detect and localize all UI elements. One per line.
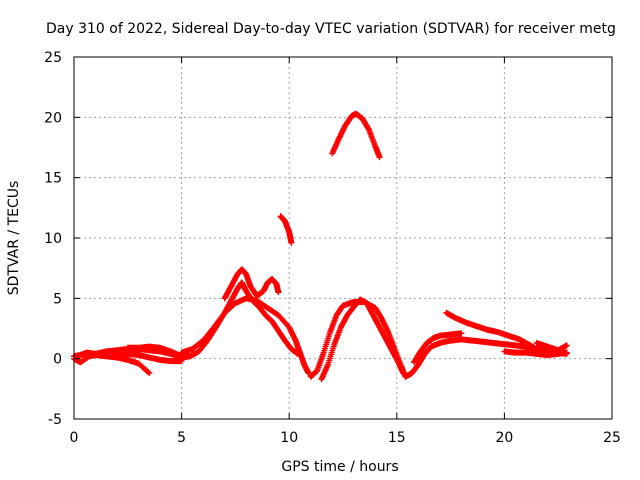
series-arc-9 bbox=[318, 296, 407, 383]
data-point bbox=[145, 369, 152, 376]
data-point bbox=[288, 239, 295, 246]
data-point bbox=[563, 349, 570, 356]
series-arc-11 bbox=[411, 330, 465, 366]
x-tick-label: 20 bbox=[495, 430, 513, 446]
x-tick-label: 0 bbox=[70, 430, 79, 446]
y-tick-label: 25 bbox=[44, 50, 62, 66]
data-point bbox=[458, 330, 465, 337]
y-tick-label: 15 bbox=[44, 171, 62, 187]
data-points bbox=[71, 110, 570, 383]
x-axis-label: GPS time / hours bbox=[281, 459, 398, 475]
series-arc-13 bbox=[501, 348, 570, 359]
y-tick-label: -5 bbox=[48, 412, 62, 428]
series-arc-5 bbox=[178, 295, 312, 377]
data-point bbox=[376, 154, 383, 161]
y-tick-label: 5 bbox=[53, 291, 62, 307]
series-arc-7 bbox=[277, 213, 295, 246]
series-arc-3 bbox=[92, 349, 185, 365]
y-tick-label: 0 bbox=[53, 352, 62, 368]
series-arc-12 bbox=[443, 309, 538, 351]
axis-ticks: 0 5 10 15 20 25 -5 0 5 10 15 20 25 bbox=[44, 50, 621, 446]
x-tick-label: 10 bbox=[280, 430, 298, 446]
series-arc-10 bbox=[329, 110, 383, 161]
x-tick-label: 5 bbox=[177, 430, 186, 446]
series-arc-14 bbox=[533, 339, 570, 354]
series-arc-4 bbox=[124, 343, 185, 360]
y-tick-label: 10 bbox=[44, 231, 62, 247]
series-arc-2 bbox=[71, 352, 153, 377]
data-point bbox=[400, 370, 407, 377]
data-point bbox=[146, 370, 153, 377]
data-point bbox=[563, 342, 570, 349]
chart-title: Day 310 of 2022, Sidereal Day-to-day VTE… bbox=[46, 21, 616, 37]
y-axis-label: SDTVAR / TECUs bbox=[6, 181, 22, 296]
x-tick-label: 25 bbox=[603, 430, 621, 446]
x-tick-label: 15 bbox=[388, 430, 406, 446]
data-point bbox=[275, 289, 282, 296]
data-point bbox=[305, 370, 312, 377]
data-point bbox=[531, 344, 538, 351]
series-arc-6 bbox=[221, 266, 282, 302]
y-tick-label: 20 bbox=[44, 110, 62, 126]
